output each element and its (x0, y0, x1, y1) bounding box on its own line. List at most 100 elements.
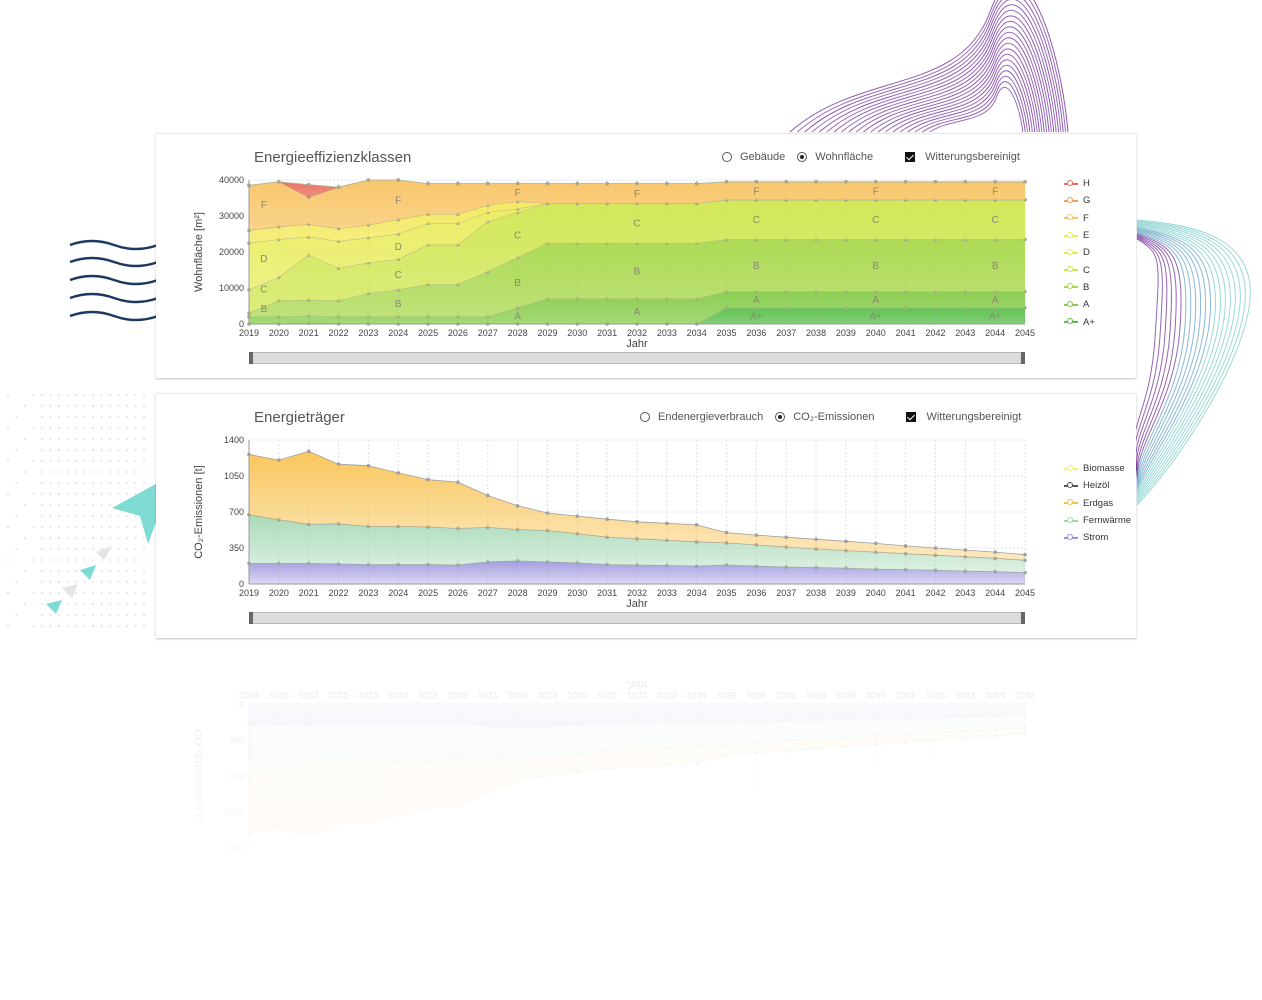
x-tick-label: 2038 (806, 328, 826, 338)
x-tick-label: 2021 (299, 588, 319, 598)
legend-item[interactable]: F (1064, 210, 1095, 227)
energy-carriers-panel: Energieträger Endenergieverbrauch CO₂-Em… (156, 393, 1136, 638)
legend-item[interactable]: Strom (1064, 529, 1131, 546)
efficiency-classes-panel: Energieeffizienzklassen Gebäude Wohnfläc… (156, 133, 1136, 378)
x-tick-label: 2043 (955, 588, 975, 598)
slider-handle-left[interactable] (249, 352, 253, 364)
data-point (336, 462, 341, 466)
time-range-slider[interactable] (249, 352, 1025, 364)
legend-item[interactable]: A+ (1064, 313, 1095, 330)
area-label: B (395, 299, 402, 310)
checkbox-checked-icon[interactable] (905, 152, 916, 162)
radio-co2-emissionen[interactable]: CO₂-Emissionen (775, 411, 874, 423)
y-tick-label: 40000 (219, 175, 244, 185)
x-tick-label: 2023 (358, 588, 378, 598)
y-tick-label: 700 (229, 507, 244, 517)
legend-label: A+ (1083, 316, 1095, 328)
chart-title: Energieeffizienzklassen (254, 149, 412, 166)
data-point (903, 180, 908, 184)
legend-item[interactable]: H (1064, 175, 1095, 192)
area-label: C (872, 215, 879, 226)
slider-handle-right[interactable] (1021, 612, 1025, 624)
data-point (933, 546, 938, 550)
x-tick-label: 2033 (657, 588, 677, 598)
chart-legend: H G F E D C B A A+ (1064, 175, 1095, 331)
legend-item[interactable]: Fernwärme (1064, 512, 1131, 529)
radio-gebaeude[interactable]: Gebäude (722, 151, 785, 163)
legend-item[interactable]: B (1064, 279, 1095, 296)
y-tick-label: 20000 (219, 247, 244, 257)
data-point (844, 180, 848, 184)
x-tick-label: 2037 (776, 328, 796, 338)
data-point (1023, 180, 1027, 184)
legend-marker-icon (1064, 499, 1078, 506)
x-tick-label: 2031 (597, 328, 617, 338)
legend-item[interactable]: Erdgas (1064, 495, 1131, 512)
data-point (724, 180, 729, 184)
x-tick-label: 2036 (746, 328, 766, 338)
x-axis-label: Jahr (626, 598, 648, 610)
legend-label: F (1083, 212, 1089, 224)
area-label: F (634, 189, 640, 200)
legend-marker-icon (1064, 318, 1078, 325)
y-tick-label: 0 (239, 579, 244, 589)
data-point (1023, 552, 1027, 557)
data-point (963, 548, 968, 552)
x-tick-label: 2023 (358, 328, 378, 338)
legend-item[interactable]: C (1064, 261, 1095, 278)
x-tick-label: 2039 (836, 328, 856, 338)
x-tick-label: 2043 (955, 328, 975, 338)
slider-handle-left[interactable] (249, 612, 253, 624)
legend-marker-icon (1064, 196, 1078, 203)
data-point (754, 533, 759, 537)
data-point (814, 180, 818, 184)
area-label: C (992, 215, 999, 226)
legend-item[interactable]: Biomasse (1064, 460, 1131, 477)
data-point (665, 181, 669, 186)
area-label: B (634, 266, 641, 277)
data-point (993, 180, 997, 184)
legend-label: G (1083, 195, 1091, 207)
data-point (366, 463, 371, 468)
checkbox-checked-icon[interactable] (906, 412, 917, 422)
legend-label: Heizöl (1083, 480, 1110, 492)
legend-marker-icon (1064, 179, 1078, 186)
radio-wohnflaeche[interactable]: Wohnfläche (797, 151, 873, 163)
area-label: B (261, 304, 268, 315)
x-tick-label: 2029 (537, 328, 557, 338)
legend-marker-icon (1064, 231, 1078, 238)
data-point (844, 539, 848, 544)
legend-label: C (1083, 264, 1090, 276)
legend-item[interactable]: D (1064, 244, 1095, 261)
area-label: F (992, 186, 998, 197)
checkbox-witterungsbereinigt[interactable]: Witterungsbereinigt (905, 151, 1020, 163)
slider-handle-right[interactable] (1021, 352, 1025, 364)
y-tick-label: 30000 (219, 211, 244, 221)
x-tick-label: 2032 (627, 588, 647, 598)
time-range-slider[interactable] (249, 612, 1025, 624)
area-erdgas (249, 451, 1025, 561)
data-point (366, 178, 371, 182)
radio-selected-icon[interactable] (797, 152, 808, 162)
radio-endenergieverbrauch[interactable]: Endenergieverbrauch (640, 411, 763, 423)
axes: 0 350 700 1050 1400 2019 2020 2021 2022 2023 2024 2… (193, 435, 1035, 610)
x-tick-label: 2034 (687, 588, 707, 598)
area-label: F (515, 188, 521, 199)
legend-item[interactable]: E (1064, 227, 1095, 244)
radio-icon[interactable] (722, 152, 732, 162)
legend-item[interactable]: Heizöl (1064, 477, 1131, 494)
x-tick-label: 2044 (985, 328, 1005, 338)
chart-controls: Gebäude Wohnfläche Witterungsbereinigt (710, 151, 1020, 163)
data-point (277, 458, 281, 462)
radio-selected-icon[interactable] (775, 412, 786, 422)
data-point (784, 180, 789, 184)
x-tick-label: 2025 (418, 588, 438, 598)
data-point (694, 181, 699, 186)
legend-item[interactable]: G (1064, 192, 1095, 209)
y-tick-label: 0 (239, 319, 244, 329)
checkbox-witterungsbereinigt[interactable]: Witterungsbereinigt (906, 411, 1021, 423)
legend-item[interactable]: A (1064, 296, 1095, 313)
x-tick-label: 2037 (776, 588, 796, 598)
radio-icon[interactable] (640, 412, 650, 422)
